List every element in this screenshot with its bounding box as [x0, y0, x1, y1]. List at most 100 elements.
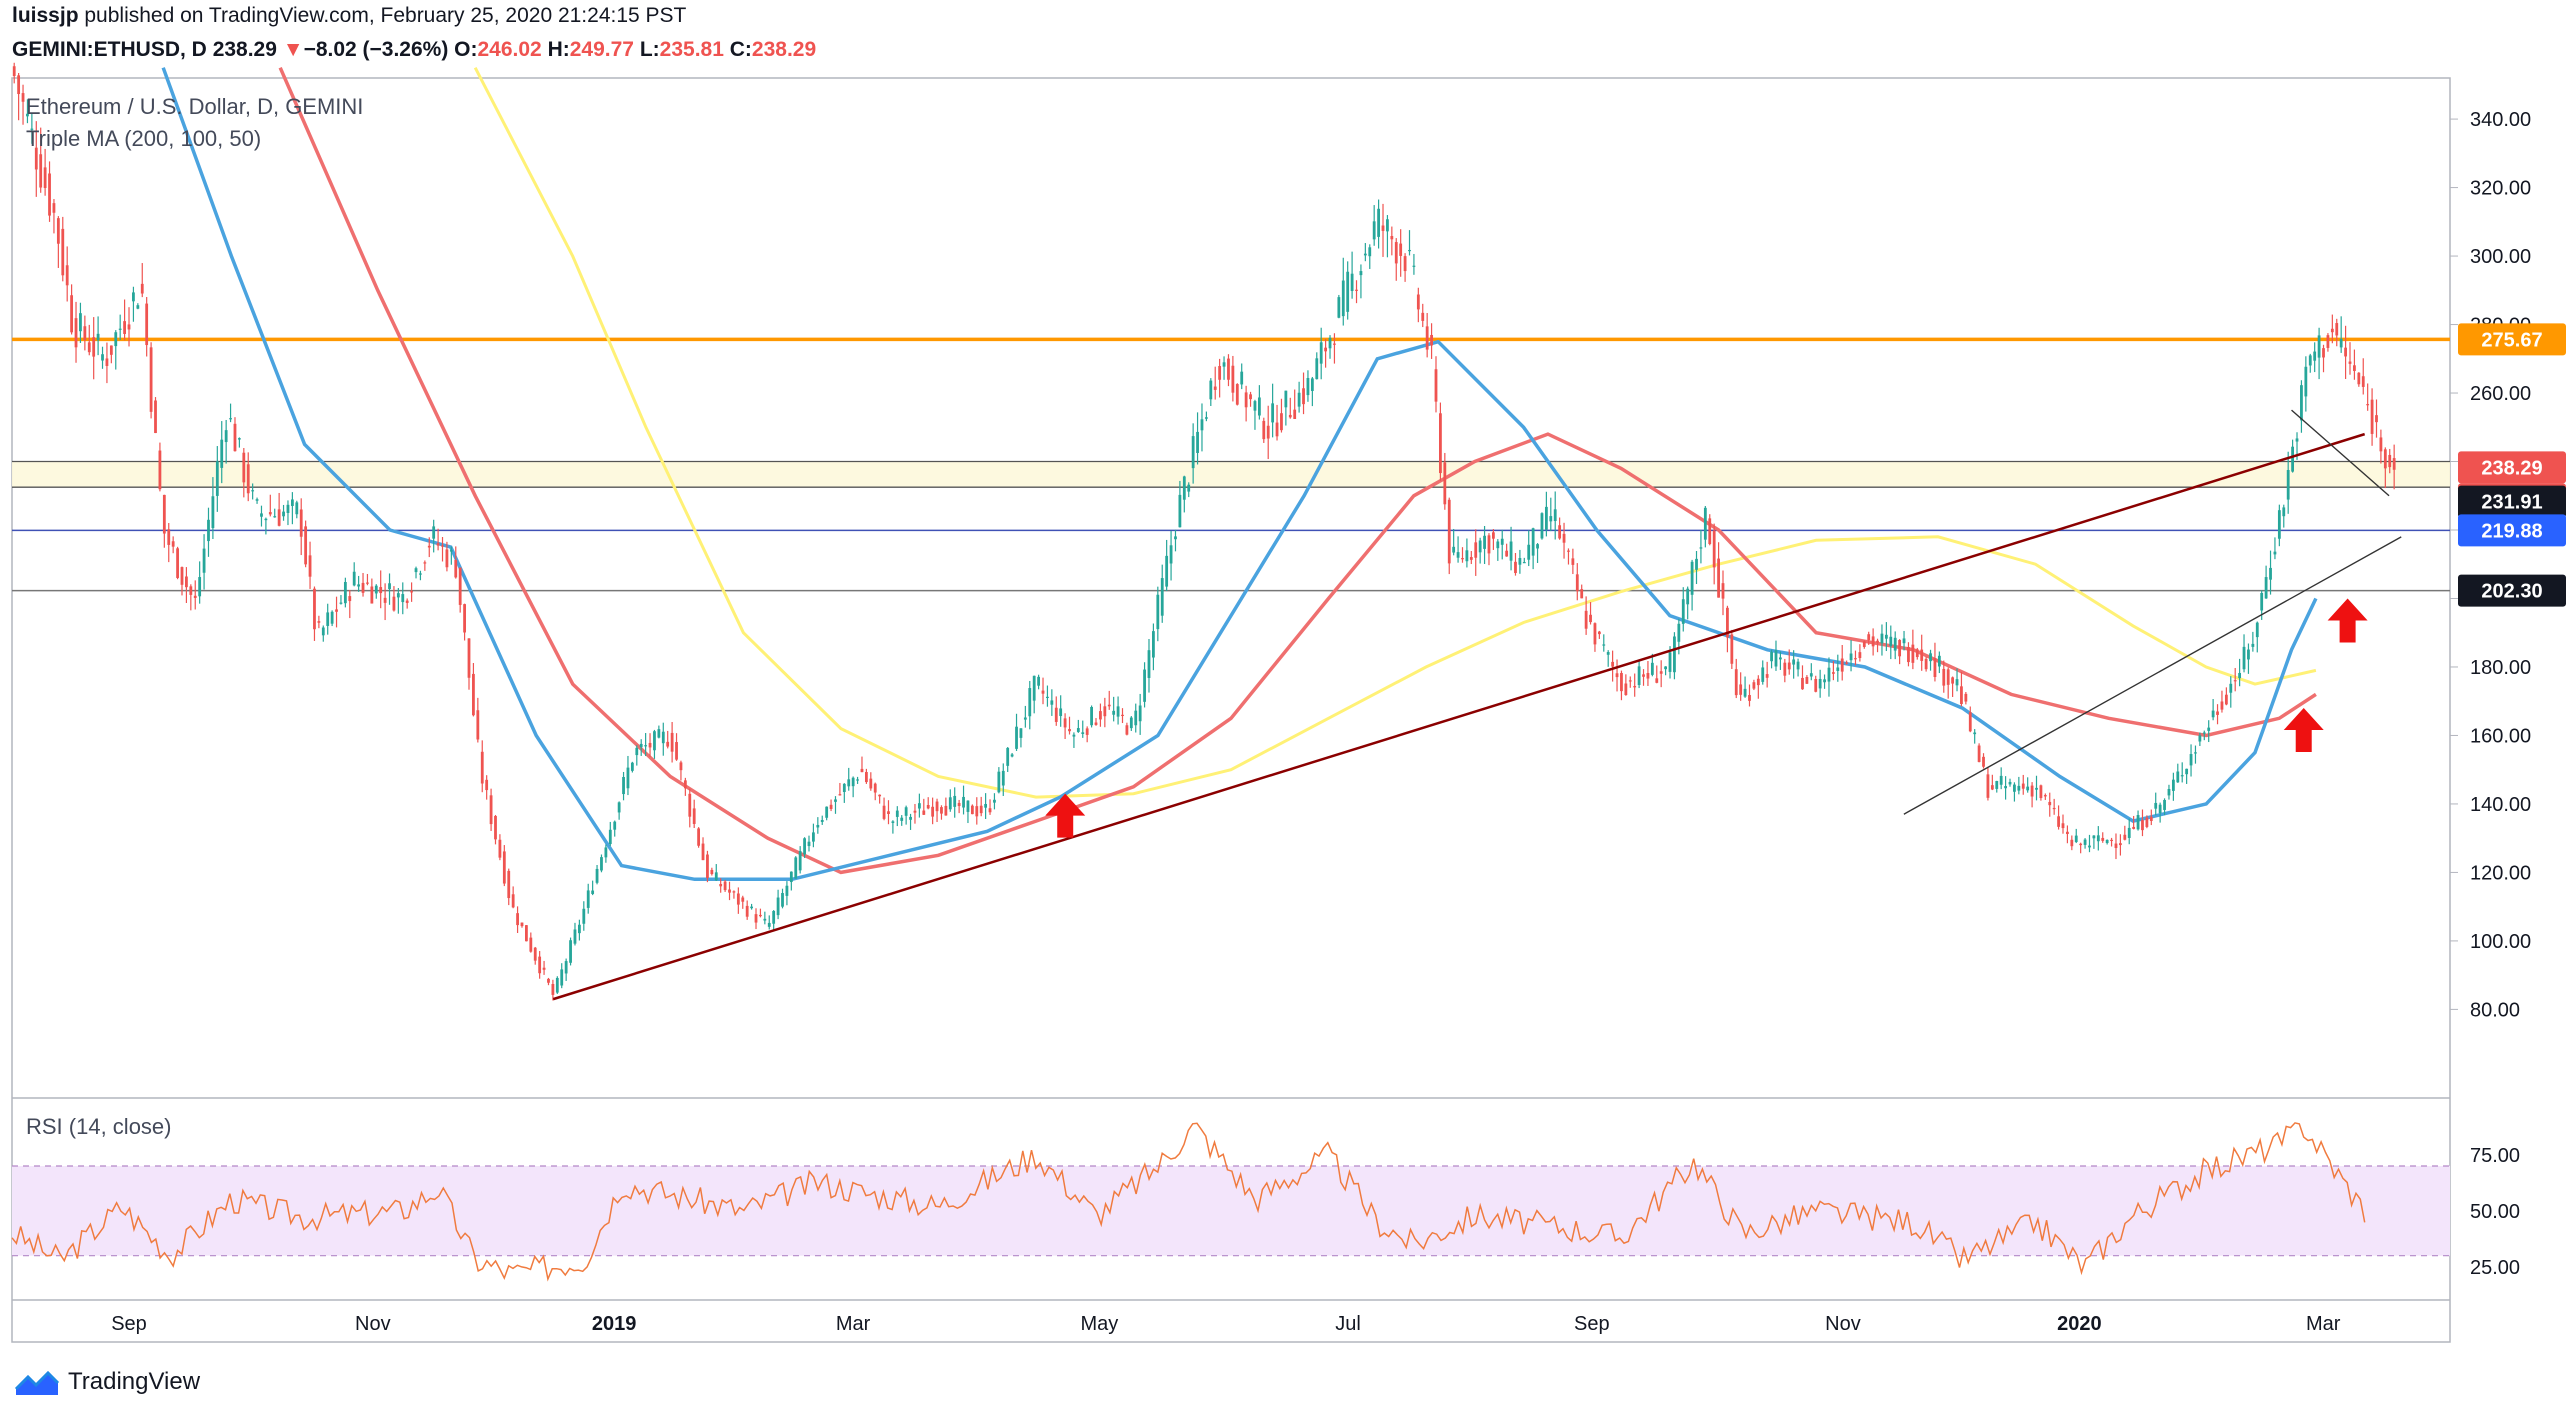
candle-up — [763, 918, 767, 921]
candle-up — [1010, 754, 1014, 757]
close-value: 238.29 — [751, 38, 817, 61]
candle-down — [34, 147, 38, 170]
candle-up — [1770, 651, 1773, 662]
candle-down — [1968, 712, 1972, 732]
candle-down — [246, 464, 250, 494]
candle-down — [1845, 662, 1849, 664]
candle-down — [427, 545, 431, 548]
candle-up — [1377, 208, 1380, 237]
candle-down — [759, 914, 762, 917]
candle-down — [1399, 243, 1403, 256]
highlight-zone — [12, 461, 2450, 488]
candle-up — [1050, 700, 1054, 705]
time-tick-label: Nov — [1825, 1313, 1861, 1335]
candle-down — [1752, 682, 1756, 689]
candle-up — [273, 516, 277, 518]
candle-up — [984, 803, 988, 808]
trendline[interactable] — [2291, 409, 2390, 497]
candle-down — [728, 889, 731, 893]
candle-down — [878, 794, 882, 797]
candle-down — [988, 808, 992, 813]
candle-down — [2233, 680, 2237, 682]
ma50-line — [161, 67, 2318, 882]
candle-down — [1730, 634, 1734, 664]
candle-up — [1271, 403, 1275, 423]
candle-up — [1823, 679, 1826, 683]
candle-up — [2189, 754, 2193, 766]
candle-up — [993, 799, 996, 803]
candle-up — [816, 824, 820, 828]
low-value: 235.81 — [659, 38, 724, 61]
candle-down — [838, 794, 842, 796]
candle-down — [1642, 674, 1645, 677]
candle-up — [2313, 351, 2317, 361]
candle-up — [794, 857, 798, 879]
candle-down — [65, 265, 69, 286]
candle-up — [1315, 358, 1319, 380]
candle-up — [2211, 710, 2215, 718]
candle-up — [613, 821, 617, 830]
candle-down — [92, 337, 96, 357]
candle-up — [1187, 484, 1191, 492]
candle-up — [2013, 784, 2016, 792]
candle-up — [2035, 787, 2038, 790]
candle-up — [1536, 544, 1539, 549]
candle-up — [1191, 436, 1195, 469]
rsi-legend[interactable]: RSI (14, close) — [26, 1114, 172, 1139]
candle-up — [1178, 494, 1182, 528]
indicator-legend[interactable]: Triple MA (200, 100, 50) — [26, 126, 262, 151]
candle-down — [1708, 518, 1712, 545]
candle-up — [401, 594, 405, 603]
candle-up — [1359, 271, 1363, 276]
candle-up — [1222, 362, 1226, 367]
candle-up — [2260, 592, 2264, 611]
dark-price-label-bg — [2458, 485, 2566, 518]
candle-down — [39, 154, 43, 188]
publisher-name[interactable]: luissjp — [12, 4, 79, 27]
candle-up — [215, 461, 219, 496]
candle-up — [1681, 599, 1685, 624]
candle-down — [1946, 669, 1950, 685]
candle-down — [520, 922, 524, 927]
candle-up — [1973, 732, 1977, 735]
candle-up — [2167, 788, 2171, 796]
candle-down — [1867, 634, 1871, 641]
candle-up — [2004, 786, 2007, 789]
candle-up — [1452, 546, 1456, 553]
candle-down — [476, 710, 480, 740]
trendline[interactable] — [1903, 536, 2402, 815]
candle-down — [1942, 668, 1946, 686]
candle-down — [1403, 256, 1407, 272]
candle-up — [2083, 839, 2087, 845]
candle-up — [1606, 652, 1610, 655]
candle-up — [1686, 588, 1690, 605]
series-legend[interactable]: Ethereum / U.S. Dollar, D, GEMINI — [26, 94, 364, 119]
candle-up — [264, 518, 268, 521]
main-trendline[interactable] — [552, 432, 2366, 1001]
candle-down — [1787, 662, 1791, 670]
candle-down — [1756, 678, 1760, 686]
blue-price-label-bg — [2458, 514, 2566, 547]
candle-down — [2149, 816, 2153, 821]
rsi-tick-label: 50.00 — [2470, 1201, 2520, 1223]
candle-down — [1911, 644, 1915, 663]
candle-down — [869, 778, 873, 789]
tradingview-brand[interactable]: TradingView — [14, 1364, 200, 1400]
candle-down — [2118, 843, 2122, 846]
candle-down — [2070, 839, 2074, 847]
candle-down — [2123, 834, 2127, 840]
candle-up — [1297, 392, 1301, 407]
candle-down — [533, 947, 537, 961]
candle-up — [555, 977, 559, 993]
candle-down — [551, 983, 555, 995]
candle-up — [600, 857, 603, 871]
candle-down — [127, 324, 131, 330]
candle-up — [1818, 678, 1822, 689]
ohlc-line: GEMINI:ETHUSD, D 238.29 ▼−8.02 (−3.26%) … — [12, 38, 816, 62]
candle-down — [2057, 816, 2060, 827]
candle-up — [1076, 728, 1080, 732]
last-price-label-bg — [2458, 451, 2566, 484]
candle-down — [516, 913, 519, 926]
candle-up — [1465, 550, 1469, 562]
